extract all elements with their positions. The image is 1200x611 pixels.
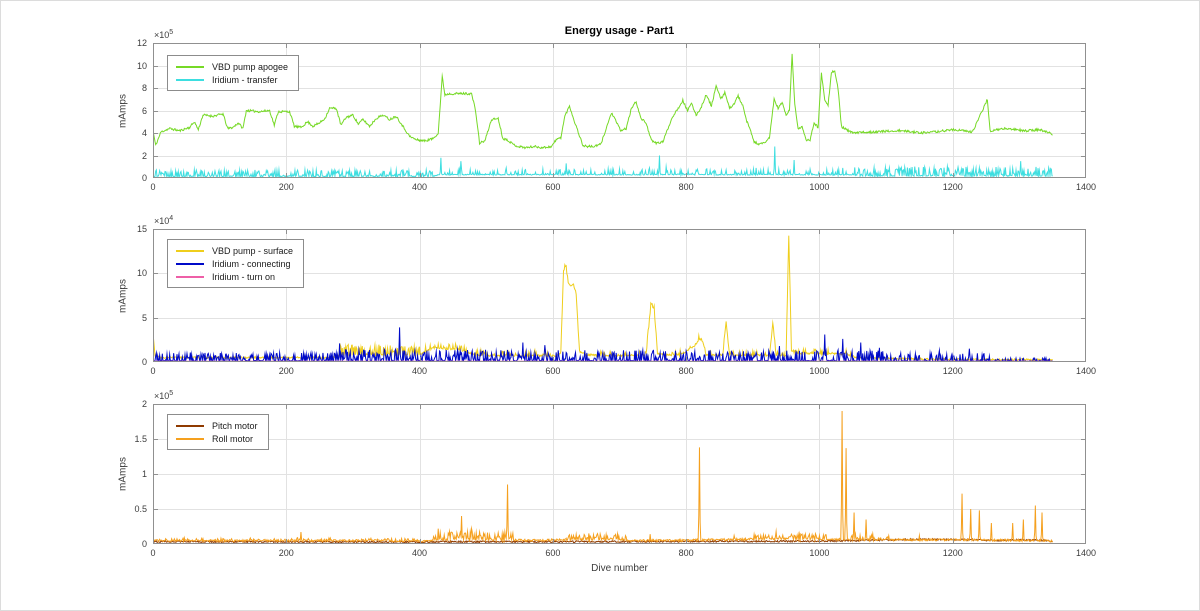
y-tick-label: 6 [141,105,147,116]
y-tick-label: 10 [136,60,147,71]
y-tick-label: 8 [141,83,147,93]
x-tick-label: 1000 [809,366,830,376]
legend-item: Pitch motor [176,419,258,432]
x-tick-label: 600 [545,182,561,192]
legend-item: Iridium - transfer [176,73,288,86]
legend-label: VBD pump apogee [212,61,289,72]
y-tick-label: 0 [141,173,147,183]
y-tick-label: 2 [141,150,147,161]
x-tick-label: 400 [412,548,428,558]
y-tick-label: 1 [141,469,147,479]
legend-label: Pitch motor [212,420,258,431]
x-axis-label: Dive number [591,563,648,574]
legend-swatch [176,65,204,68]
y-tick-label: 10 [136,268,147,279]
x-tick-label: 1000 [809,548,830,558]
x-tick-label: 200 [278,366,294,376]
x-tick-label: 800 [678,548,694,558]
x-tick-label: 200 [278,548,294,558]
x-tick-label: 1200 [942,366,963,376]
legend-swatch [176,424,204,427]
plot-canvas [153,43,1086,178]
y-tick-label: 0 [141,539,147,549]
legend: VBD pump - surface Iridium - connecting Ir… [167,239,305,288]
legend-swatch [176,262,204,265]
x-tick-label: 600 [545,548,561,558]
legend-item: Roll motor [176,432,258,445]
y-axis-title: mAmps [117,278,129,313]
y-tick-label: 2 [141,399,147,409]
x-tick-label: 1200 [942,182,963,192]
legend-swatch [176,249,204,252]
x-tick-label: 0 [150,366,156,376]
plot-canvas [153,229,1086,362]
legend-item: Iridium - turn on [176,270,293,283]
legend-item: Iridium - connecting [176,257,293,270]
legend-label: Roll motor [212,433,254,444]
legend-swatch [176,275,204,278]
chart-middle-energy: 0 200 400 600 800 1000 1200 1400 0 5 10 15 ×104 mAmps… [118,215,1097,376]
legend-swatch [176,78,204,81]
y-exponent-label: ×105 [154,390,174,401]
legend-label: VBD pump - surface [212,245,294,256]
chart-bottom-energy: 0 200 400 600 800 1000 1200 1400 0 0.5 1 1.5 2 ×105 mA… [118,390,1097,558]
legend-swatch [176,437,204,440]
y-axis-title: mAmps [117,93,129,128]
x-tick-label: 400 [412,366,428,376]
x-tick-label: 800 [678,182,694,192]
x-tick-label: 1400 [1075,366,1097,376]
legend: VBD pump apogee Iridium - transfer [167,55,300,91]
plot-canvas [153,404,1086,544]
x-tick-label: 1400 [1075,548,1097,558]
y-tick-label: 0.5 [134,504,147,514]
x-tick-label: 1400 [1075,182,1097,192]
y-tick-label: 12 [136,38,147,48]
legend-item: VBD pump apogee [176,60,288,73]
chart-top-energy: 0 200 400 600 800 1000 1200 1400 0 2 4 6 8 10 12 ×105 mA… [118,29,1097,192]
y-exponent-label: ×104 [154,215,174,226]
y-tick-label: 4 [141,128,147,138]
legend: Pitch motor Roll motor [167,414,269,450]
legend-label: Iridium - transfer [212,74,278,85]
legend-label: Iridium - turn on [212,271,276,282]
y-tick-label: 0 [141,357,147,367]
x-tick-label: 0 [150,182,156,192]
x-tick-label: 800 [678,366,694,376]
x-tick-label: 200 [278,182,294,192]
x-tick-label: 0 [150,548,156,558]
legend-item: VBD pump - surface [176,244,293,257]
x-tick-label: 1200 [942,548,963,558]
x-tick-label: 600 [545,366,561,376]
y-tick-label: 1.5 [134,434,147,444]
y-tick-label: 15 [136,224,147,234]
x-tick-label: 400 [412,182,428,192]
y-axis-title: mAmps [117,457,129,491]
chart-title: Energy usage - Part1 [564,25,675,37]
y-exponent-label: ×105 [154,29,174,40]
legend-label: Iridium - connecting [212,258,291,269]
x-tick-label: 1000 [809,182,830,192]
y-tick-label: 5 [141,312,147,323]
